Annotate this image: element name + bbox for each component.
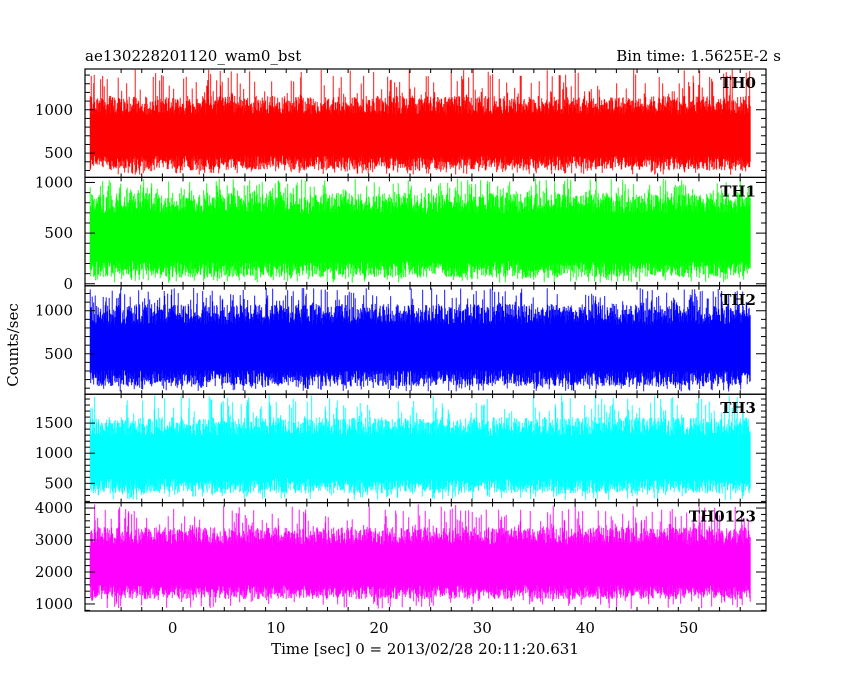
y-tick-label: 1000	[35, 302, 73, 320]
panel-th0: 500 1000 TH0	[35, 68, 767, 179]
figure-title-left: ae130228201120_wam0_bst	[85, 47, 301, 65]
x-tick-label: 50	[679, 619, 698, 637]
y-tick-label: 1000	[35, 173, 73, 191]
y-tick-label: 0	[63, 275, 73, 293]
y-axis-label: Counts/sec	[4, 303, 22, 387]
y-tick-label: 500	[44, 224, 73, 242]
x-tick-label: 10	[266, 619, 285, 637]
y-tick-label: 500	[44, 144, 73, 162]
x-tick-label: 20	[370, 619, 389, 637]
series-core-th2	[90, 328, 751, 366]
panel-label-th1: TH1	[720, 182, 756, 200]
x-tick-label: 30	[473, 619, 492, 637]
y-tick-label: 500	[44, 345, 73, 363]
y-tick-label: 500	[44, 474, 73, 492]
panel-th3: 500 1000 1500 TH3	[35, 393, 767, 504]
figure-title-right: Bin time: 1.5625E-2 s	[616, 47, 781, 65]
panel-th2: 500 1000 TH2	[35, 285, 767, 395]
y-tick-label: 3000	[35, 531, 73, 549]
x-tick-label: 40	[576, 619, 595, 637]
panel-frame	[84, 502, 767, 612]
y-tick-label: 1000	[35, 101, 73, 119]
panel-label-th3: TH3	[720, 399, 756, 417]
series-core-th1	[90, 218, 751, 257]
y-tick-label: 4000	[35, 499, 73, 517]
panel-label-th2: TH2	[720, 291, 756, 309]
series-core-th3	[90, 440, 751, 475]
y-tick-label: 2000	[35, 563, 73, 581]
x-axis-label: Time [sec] 0 = 2013/02/28 20:11:20.631	[271, 640, 579, 658]
series-core-th0123	[90, 548, 751, 582]
y-tick-label: 1000	[35, 444, 73, 462]
panel-label-th0: TH0	[720, 74, 756, 92]
panel-label-th0123: TH0123	[689, 508, 756, 526]
y-tick-label: 1000	[35, 595, 73, 613]
panel-th1: 0 500 1000 TH1	[35, 173, 767, 293]
panel-th0123: 1000 2000 3000 4000 TH0123	[35, 499, 767, 613]
y-tick-label: 1500	[35, 414, 73, 432]
x-tick-label: 0	[168, 619, 178, 637]
series-core-th0	[90, 118, 751, 152]
